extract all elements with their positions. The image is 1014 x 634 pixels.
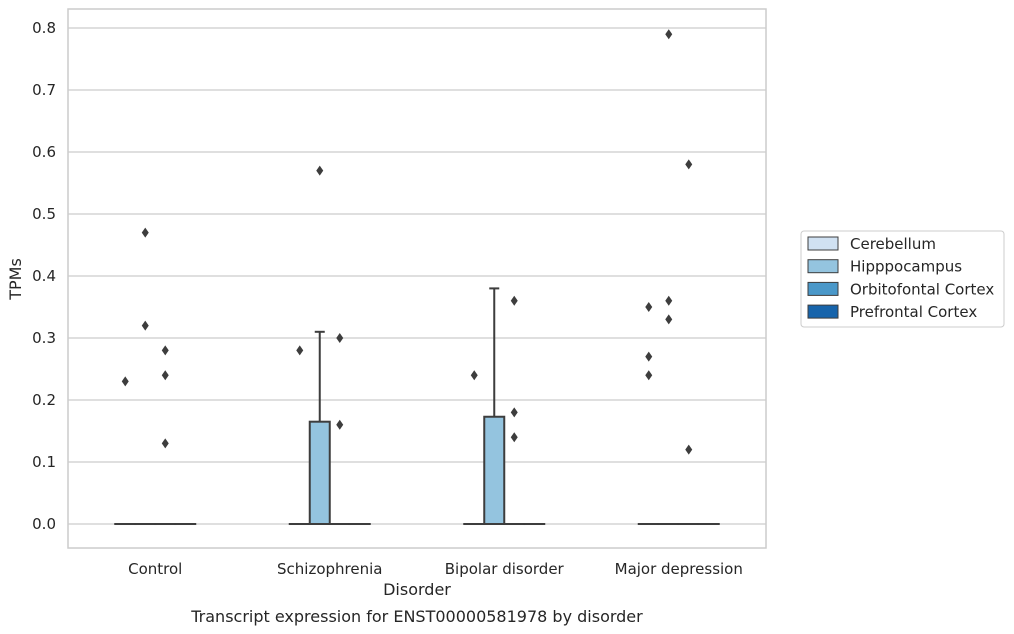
y-tick-label: 0.0 bbox=[32, 515, 56, 533]
legend-label: Cerebellum bbox=[850, 235, 936, 253]
outlier-point bbox=[685, 444, 693, 455]
y-tick-label: 0.4 bbox=[32, 267, 56, 285]
chart-caption: Transcript expression for ENST0000058197… bbox=[190, 607, 643, 626]
outlier-point bbox=[665, 295, 673, 306]
x-tick-label: Schizophrenia bbox=[277, 560, 382, 578]
legend-label: Prefrontal Cortex bbox=[850, 303, 977, 321]
outlier-point bbox=[161, 370, 169, 381]
box-1-1 bbox=[308, 330, 331, 526]
outlier-point bbox=[510, 295, 518, 306]
outlier-point bbox=[470, 370, 478, 381]
legend-swatch bbox=[807, 281, 839, 296]
x-tick-label: Bipolar disorder bbox=[445, 560, 565, 578]
x-tick-label: Major depression bbox=[615, 560, 743, 578]
outlier-point bbox=[161, 345, 169, 356]
gridlines bbox=[68, 27, 766, 525]
outlier-point bbox=[510, 407, 518, 418]
outlier-point bbox=[121, 376, 129, 387]
y-tick-label: 0.2 bbox=[32, 391, 56, 409]
outlier-point bbox=[296, 345, 304, 356]
box-1-2 bbox=[483, 287, 506, 525]
outlier-point bbox=[336, 333, 344, 343]
box bbox=[483, 415, 506, 525]
y-tick-label: 0.8 bbox=[32, 19, 56, 37]
outlier-point bbox=[685, 159, 693, 170]
legend-label: Hipppocampus bbox=[850, 258, 962, 276]
outlier-point bbox=[645, 370, 653, 381]
legend-label: Orbitofontal Cortex bbox=[850, 280, 994, 298]
y-tick-label: 0.5 bbox=[32, 205, 56, 223]
y-tick-label: 0.7 bbox=[32, 81, 56, 99]
outlier-point bbox=[161, 438, 169, 449]
y-tick-label: 0.6 bbox=[32, 143, 56, 161]
legend-frame bbox=[800, 230, 1005, 328]
outlier-point bbox=[665, 29, 673, 40]
y-axis-ticks: 0.0 0.1 0.2 0.3 0.4 0.5 0.6 0.7 0.8 bbox=[32, 19, 56, 533]
outlier-point bbox=[510, 432, 518, 443]
y-tick-label: 0.1 bbox=[32, 453, 56, 471]
outlier-point bbox=[645, 302, 653, 312]
legend: Cerebellum Hipppocampus Orbitofontal Corte… bbox=[800, 230, 1005, 328]
plot-area-frame bbox=[67, 8, 767, 549]
outlier-point bbox=[336, 419, 344, 430]
outlier-point bbox=[645, 351, 653, 362]
outlier-point bbox=[316, 165, 324, 176]
outlier-point bbox=[141, 320, 149, 331]
x-axis-label: Disorder bbox=[383, 580, 451, 599]
outlier-point bbox=[665, 314, 673, 325]
x-tick-label: Control bbox=[128, 560, 182, 578]
outlier-points bbox=[121, 29, 693, 455]
boxes bbox=[114, 287, 720, 526]
outlier-point bbox=[141, 227, 149, 238]
legend-swatch bbox=[807, 259, 839, 274]
x-axis-ticks: Control Schizophrenia Bipolar disorder Majo… bbox=[128, 560, 743, 578]
legend-swatch bbox=[807, 304, 839, 319]
box bbox=[308, 420, 331, 526]
y-axis-label: TPMs bbox=[6, 258, 25, 301]
legend-swatch bbox=[807, 236, 839, 251]
y-tick-label: 0.3 bbox=[32, 329, 56, 347]
